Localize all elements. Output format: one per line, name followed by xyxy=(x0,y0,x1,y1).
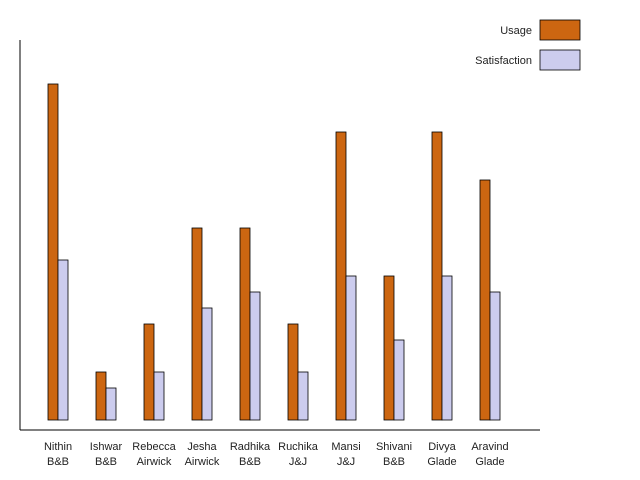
x-tick-label-line: Rebecca xyxy=(132,441,176,453)
x-tick-label-6: Mansi J&J xyxy=(331,441,360,468)
x-tick-label-line: Jesha xyxy=(187,441,217,453)
x-tick-label-line: Aravind xyxy=(471,441,508,453)
x-tick-label-line: Airwick xyxy=(137,456,172,468)
x-tick-label-line: Divya xyxy=(428,441,456,453)
bar-usage-1 xyxy=(95,371,107,421)
x-tick-label-8: Divya Glade xyxy=(427,441,456,468)
bar-usage-6 xyxy=(335,131,347,421)
x-tick-label-line: Nithin xyxy=(44,441,72,453)
x-tick-label-line: B&B xyxy=(95,456,117,468)
bar-satisfaction-0 xyxy=(57,259,69,421)
x-tick-label-line: Mansi xyxy=(331,441,360,453)
legend-swatch-usage xyxy=(539,19,581,41)
x-tick-label-line: Glade xyxy=(475,456,504,468)
bar-usage-8 xyxy=(431,131,443,421)
x-tick-label-1: Ishwar B&B xyxy=(90,441,123,468)
legend: Usage Satisfaction xyxy=(475,19,581,71)
bar-satisfaction-3 xyxy=(201,307,213,421)
x-tick-label-5: Ruchika J&J xyxy=(278,441,319,468)
x-tick-label-2: Rebecca Airwick xyxy=(132,441,176,468)
bar-satisfaction-9 xyxy=(489,291,501,421)
x-tick-label-line: Radhika xyxy=(230,441,271,453)
bar-usage-0 xyxy=(47,83,59,421)
legend-swatch-satisfaction xyxy=(539,49,581,71)
x-tick-label-line: Airwick xyxy=(185,456,220,468)
x-tick-label-7: Shivani B&B xyxy=(376,441,412,468)
bar-usage-4 xyxy=(239,227,251,421)
bar-usage-7 xyxy=(383,275,395,421)
legend-label-satisfaction: Satisfaction xyxy=(475,55,532,67)
bar-satisfaction-1 xyxy=(105,387,117,421)
bar-usage-9 xyxy=(479,179,491,421)
bar-usage-2 xyxy=(143,323,155,421)
x-tick-label-line: B&B xyxy=(47,456,69,468)
x-tick-label-line: J&J xyxy=(289,456,307,468)
x-tick-label-line: Ishwar xyxy=(90,441,123,453)
x-tick-label-4: Radhika B&B xyxy=(230,441,271,468)
bar-satisfaction-4 xyxy=(249,291,261,421)
x-tick-label-line: Glade xyxy=(427,456,456,468)
legend-label-usage: Usage xyxy=(500,25,532,37)
x-tick-label-3: Jesha Airwick xyxy=(185,441,220,468)
bar-satisfaction-8 xyxy=(441,275,453,421)
x-tick-label-line: Shivani xyxy=(376,441,412,453)
bars-group xyxy=(47,83,501,421)
x-tick-label-line: B&B xyxy=(383,456,405,468)
bar-satisfaction-5 xyxy=(297,371,309,421)
bar-satisfaction-6 xyxy=(345,275,357,421)
x-tick-label-line: Ruchika xyxy=(278,441,319,453)
x-tick-label-9: Aravind Glade xyxy=(471,441,508,468)
bar-usage-5 xyxy=(287,323,299,421)
axes-group xyxy=(19,40,540,431)
x-tick-label-0: Nithin B&B xyxy=(44,441,72,468)
x-tick-labels: Nithin B&B Ishwar B&B Rebecca Airwick Jesha Air… xyxy=(44,441,509,468)
bar-usage-3 xyxy=(191,227,203,421)
x-tick-label-line: B&B xyxy=(239,456,261,468)
x-tick-label-line: J&J xyxy=(337,456,355,468)
bar-satisfaction-2 xyxy=(153,371,165,421)
bar-satisfaction-7 xyxy=(393,339,405,421)
